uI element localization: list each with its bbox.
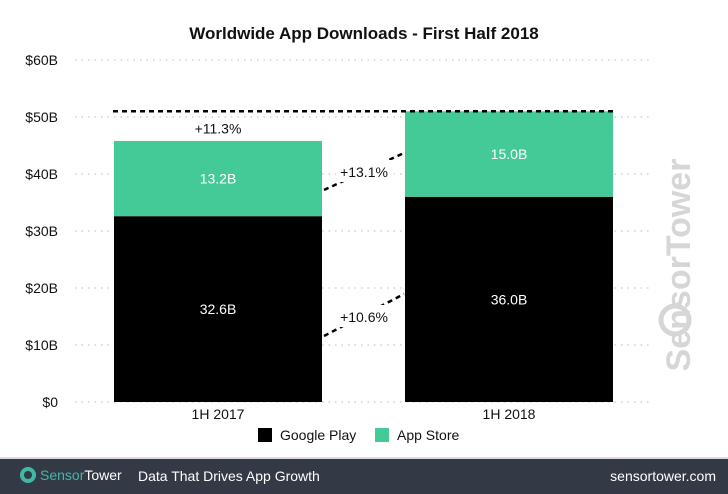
y-tick-label: $10B — [25, 337, 58, 353]
y-tick-label: $0 — [42, 394, 58, 410]
logo-text-tower: Tower — [84, 467, 122, 483]
chart-title: Worldwide App Downloads - First Half 201… — [189, 24, 539, 43]
bar-value-label: 15.0B — [491, 146, 528, 162]
logo-icon — [20, 467, 36, 483]
chart: SensorTower Worldwide App Downloads - Fir… — [25, 24, 698, 443]
app-store-growth-line — [323, 151, 405, 192]
y-tick-label: $50B — [25, 109, 58, 125]
legend-label: Google Play — [280, 427, 356, 443]
y-tick-label: $20B — [25, 280, 58, 296]
legend-swatch — [258, 428, 272, 442]
google-play-growth-label: +10.6% — [340, 309, 388, 325]
app-store-growth-label: +13.1% — [340, 164, 388, 180]
x-tick-label: 1H 2017 — [192, 406, 245, 422]
total-growth-label: +11.3% — [195, 120, 242, 136]
bar-google-play — [114, 216, 322, 402]
sensortower-logo: Sensor Tower — [20, 467, 122, 483]
site-link[interactable]: sensortower.com — [610, 468, 716, 484]
legend-label: App Store — [397, 427, 459, 443]
x-tick-label: 1H 2018 — [483, 406, 536, 422]
y-tick-label: $30B — [25, 223, 58, 239]
y-tick-label: $40B — [25, 166, 58, 182]
bar-value-label: 36.0B — [491, 291, 528, 307]
tagline: Data That Drives App Growth — [138, 468, 320, 484]
footer: Sensor Tower Data That Drives App Growth … — [0, 457, 728, 494]
bar-value-label: 13.2B — [200, 171, 237, 187]
label-bg — [336, 160, 394, 182]
bar-google-play — [405, 196, 613, 402]
bar-app-store — [405, 111, 613, 197]
label-bg — [336, 305, 394, 327]
watermark-logo-icon — [658, 303, 692, 337]
legend-swatch — [375, 428, 389, 442]
logo-text-sensor: Sensor — [40, 467, 85, 483]
y-tick-label: $60B — [25, 52, 58, 68]
bar-value-label: 32.6B — [200, 301, 237, 317]
watermark: SensorTower — [660, 159, 698, 372]
bar-app-store — [114, 140, 322, 217]
